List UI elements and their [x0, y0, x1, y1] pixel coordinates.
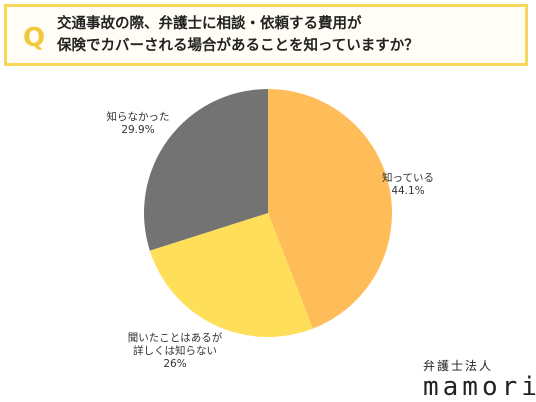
brand-logo: mamori [423, 372, 536, 402]
question-line-2: 保険でカバーされる場合があることを知っていますか？ [57, 38, 419, 54]
question-mark-icon: Q [23, 23, 46, 53]
question-line-1: 交通事故の際、弁護士に相談・依頼する費用が [57, 16, 362, 32]
question-box: Q 交通事故の際、弁護士に相談・依頼する費用が 保険でカバーされる場合があること… [4, 4, 528, 66]
question-text: 交通事故の際、弁護士に相談・依頼する費用が 保険でカバーされる場合があることを知… [57, 13, 419, 57]
slice-label: 知っている 44.1% [382, 171, 434, 197]
pie-slice [268, 89, 392, 329]
slice-label: 聞いたことはあるが詳しくは知らない 26% [128, 331, 223, 370]
pie-slice [149, 213, 313, 337]
slice-label: 知らなかった 29.9% [107, 110, 170, 136]
brand-subtitle: 弁護士法人 [423, 359, 494, 373]
pie-slice [144, 89, 268, 251]
